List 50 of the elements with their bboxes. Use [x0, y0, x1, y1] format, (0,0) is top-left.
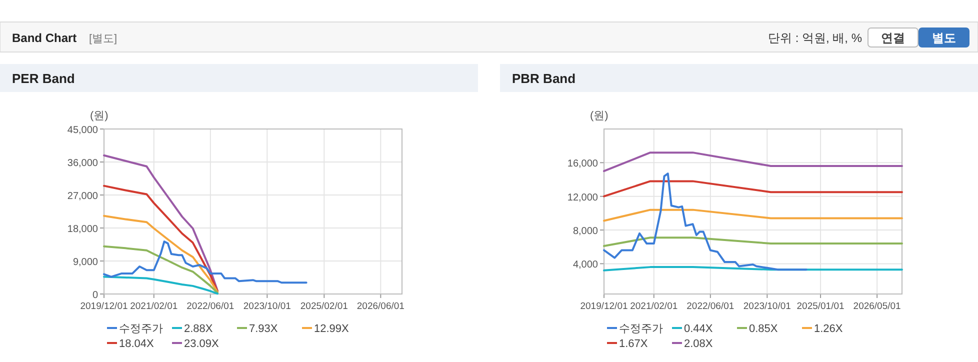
legend-label: 0.44X: [684, 323, 714, 335]
line-series: [103, 245, 219, 294]
y-tick-label: 18,000: [67, 224, 98, 235]
legend-label: 23.09X: [184, 338, 220, 350]
legend-label: 12.99X: [314, 323, 350, 335]
y-tick-label: 16,000: [567, 158, 598, 170]
x-tick-label: 2019/12/01: [80, 301, 128, 312]
line-series: [103, 184, 219, 292]
x-tick-label: 2019/12/01: [580, 301, 628, 312]
legend-label: 수정주가: [119, 323, 163, 335]
chart-title: PBR Band: [512, 71, 576, 86]
x-tick-label: 2025/01/01: [796, 301, 844, 312]
y-axis-title: (원): [90, 110, 108, 122]
y-tick-label: 0: [92, 290, 98, 301]
legend-label: 수정주가: [619, 323, 663, 335]
text: Band Chart: [12, 31, 77, 45]
x-tick-label: 2026/05/01: [853, 301, 901, 312]
y-tick-label: 27,000: [67, 191, 98, 202]
legend-label: 1.26X: [814, 323, 844, 335]
y-tick-label: 4,000: [572, 260, 598, 271]
text: 단위 : 억원, 배, %: [768, 31, 862, 45]
chart-title: PER Band: [12, 71, 75, 86]
x-tick-label: 2021/02/01: [630, 301, 678, 312]
legend-label: 2.88X: [184, 323, 214, 335]
legend-label: 18.04X: [119, 338, 155, 350]
y-tick-label: 36,000: [67, 158, 98, 169]
x-tick-label: 2022/06/01: [686, 301, 734, 312]
line-series: [103, 240, 308, 284]
line-series: [103, 214, 219, 294]
text: 별도: [932, 31, 956, 45]
legend-label: 2.08X: [684, 338, 714, 350]
y-tick-label: 8,000: [572, 226, 598, 238]
y-tick-label: 9,000: [72, 257, 98, 268]
line-series: [603, 172, 808, 271]
x-tick-label: 2023/10/01: [743, 301, 791, 312]
line-series: [103, 276, 219, 295]
x-tick-label: 2021/02/01: [130, 301, 178, 312]
text: 연결: [881, 31, 905, 45]
x-tick-label: 2025/02/01: [300, 301, 348, 312]
x-tick-label: 2022/06/01: [186, 301, 234, 312]
legend-label: 0.85X: [749, 323, 778, 335]
x-tick-label: 2026/06/01: [356, 301, 404, 312]
x-tick-label: 2023/10/01: [243, 301, 291, 312]
text: [별도]: [89, 33, 118, 45]
y-tick-label: 45,000: [67, 125, 98, 136]
legend-label: 1.67X: [619, 338, 648, 350]
y-axis-title: (원): [590, 110, 608, 122]
line-series: [103, 154, 219, 292]
legend-label: 7.93X: [249, 323, 278, 335]
y-tick-label: 12,000: [567, 192, 598, 204]
